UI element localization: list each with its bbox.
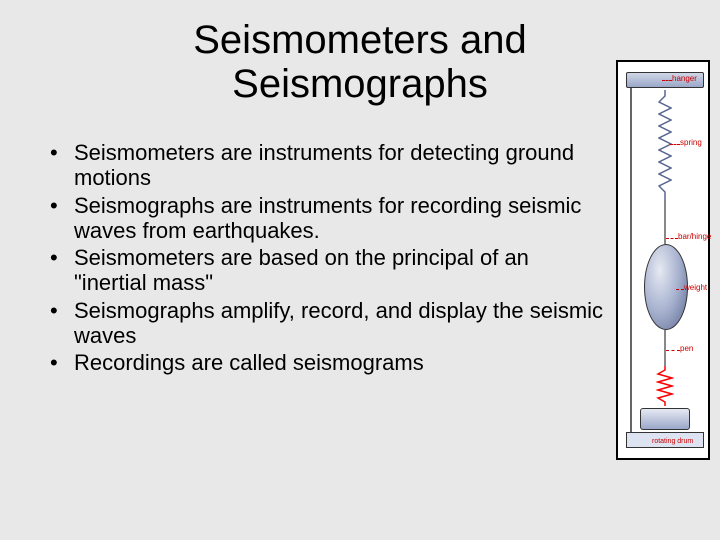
list-item: Seismographs are instruments for recordi… xyxy=(46,193,606,244)
label-pen: pen xyxy=(680,344,693,353)
slide-title: Seismometers and Seismographs xyxy=(0,0,720,106)
bullet-list: Seismometers are instruments for detecti… xyxy=(46,140,606,378)
title-line-2: Seismographs xyxy=(232,62,488,106)
label-weight: weight xyxy=(684,283,707,292)
list-item: Seismographs amplify, record, and displa… xyxy=(46,298,606,349)
leader-line-icon xyxy=(666,350,680,351)
list-item: Seismometers are instruments for detecti… xyxy=(46,140,606,191)
leader-line-icon xyxy=(676,289,684,290)
support-rod-icon xyxy=(630,88,632,436)
list-item: Recordings are called seismograms xyxy=(46,350,606,375)
wire-icon xyxy=(664,330,666,366)
title-line-1: Seismometers and xyxy=(193,18,526,62)
seismograph-diagram: hanger spring bar/hinge weight pen rotat xyxy=(616,60,710,460)
list-item: Seismometers are based on the principal … xyxy=(46,245,606,296)
spring-icon xyxy=(658,90,672,200)
leader-line-icon xyxy=(670,144,680,145)
leader-line-icon xyxy=(666,238,678,239)
damper-spring-icon xyxy=(656,366,674,406)
slide: Seismometers and Seismographs Seismomete… xyxy=(0,0,720,540)
rotating-drum-icon xyxy=(640,408,690,430)
weight-mass-icon xyxy=(644,244,688,330)
label-drum: rotating drum xyxy=(652,438,693,445)
label-bar: bar/hinge xyxy=(678,232,711,241)
label-spring: spring xyxy=(680,138,702,147)
diagram-frame: hanger spring bar/hinge weight pen rotat xyxy=(624,68,706,456)
leader-line-icon xyxy=(662,80,672,81)
label-hanger: hanger xyxy=(672,74,697,83)
